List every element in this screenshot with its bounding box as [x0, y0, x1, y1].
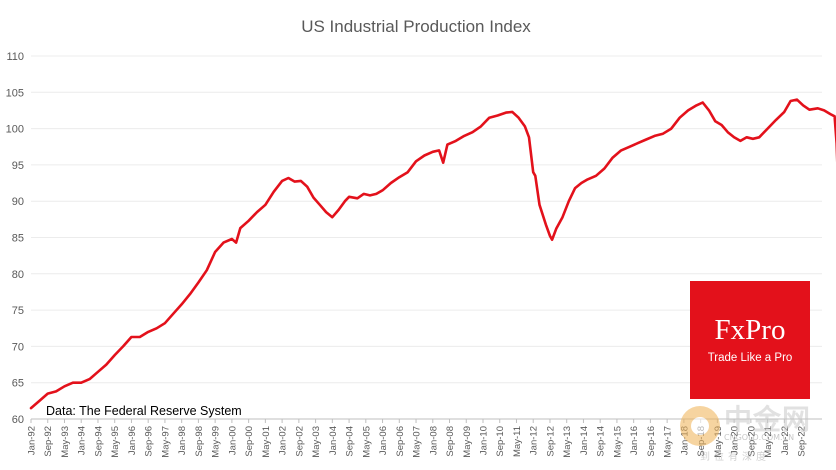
- x-tick-label: Sep-00: [244, 426, 255, 457]
- y-tick-label: 65: [12, 378, 24, 390]
- x-tick-label: May-03: [311, 426, 322, 458]
- y-tick-label: 90: [12, 196, 24, 208]
- y-tick-label: 60: [12, 414, 24, 426]
- y-tick-label: 80: [12, 269, 24, 281]
- fxpro-logo: FxPro Trade Like a Pro: [690, 281, 810, 399]
- x-tick-label: Jan-04: [328, 426, 339, 455]
- watermark-brand: 中金网: [724, 403, 812, 436]
- x-tick-label: Jan-06: [378, 426, 389, 455]
- x-tick-label: Jan-94: [77, 426, 88, 455]
- y-axis-tick-labels: 60 65 70 75 80 85 90 95 100 105 110: [6, 51, 24, 426]
- series-group: [29, 98, 836, 410]
- x-tick-label: May-13: [562, 426, 573, 458]
- x-tick-label: May-21: [763, 426, 774, 458]
- x-tick-label: Sep-08: [445, 426, 456, 457]
- x-tick-label: May-11: [512, 426, 523, 457]
- x-tick-label: Jan-02: [278, 426, 289, 455]
- x-tick-label: Jan-98: [177, 426, 188, 455]
- y-tick-label: 95: [12, 160, 24, 172]
- x-tick-label: Jan-22: [780, 426, 791, 455]
- x-tick-label: Sep-98: [194, 426, 205, 457]
- x-tick-label: Sep-10: [495, 426, 506, 457]
- x-tick-label: Jan-08: [428, 426, 439, 455]
- x-tick-label: Jan-96: [127, 426, 138, 455]
- x-tick-label: May-19: [713, 426, 724, 458]
- x-tick-label: Jan-12: [529, 426, 540, 455]
- x-tick-label: May-99: [211, 426, 222, 458]
- x-tick-label: May-95: [110, 426, 121, 458]
- x-tick-label: Jan-10: [479, 426, 490, 455]
- x-axis-tick-labels: Jan-92 Sep-92 May-93 Jan-94 Sep-94 May-95 Jan-…: [27, 419, 808, 458]
- x-tick-label: May-93: [60, 426, 71, 458]
- x-tick-label: Sep-20: [746, 426, 757, 457]
- x-tick-label: Jan-18: [679, 426, 690, 455]
- x-tick-label: May-05: [361, 426, 372, 458]
- x-tick-label: Jan-14: [579, 426, 590, 455]
- x-tick-label: Sep-02: [294, 426, 305, 457]
- x-tick-label: Sep-94: [93, 426, 104, 457]
- watermark-tagline: 到位有深度: [700, 452, 770, 463]
- y-tick-label: 75: [12, 305, 24, 317]
- source-note: Data: The Federal Reserve System: [46, 404, 242, 418]
- y-tick-label: 110: [6, 51, 24, 63]
- logo-slogan: Trade Like a Pro: [707, 352, 793, 364]
- x-tick-label: Jan-20: [730, 426, 741, 455]
- x-tick-label: May-17: [663, 426, 674, 458]
- chart-title: US Industrial Production Index: [301, 17, 531, 36]
- x-tick-label: Sep-96: [144, 426, 155, 457]
- x-tick-label: Sep-04: [345, 426, 356, 457]
- x-tick-label: Sep-22: [797, 426, 808, 457]
- y-tick-label: 85: [12, 233, 24, 245]
- watermark-url: CNGOLD.COM.CN: [724, 433, 795, 442]
- y-tick-label: 100: [6, 124, 24, 136]
- x-tick-label: May-15: [612, 426, 623, 458]
- watermark-coin-icon: [680, 406, 720, 446]
- x-tick-label: Jan-16: [629, 426, 640, 455]
- logo-brand: FxPro: [714, 314, 786, 346]
- watermark: 中金网 CNGOLD.COM.CN 到位有深度: [680, 398, 836, 470]
- x-tick-label: Sep-16: [646, 426, 657, 457]
- x-tick-label: Sep-12: [545, 426, 556, 457]
- x-tick-label: May-01: [261, 426, 272, 458]
- x-tick-label: Jan-92: [27, 426, 38, 455]
- x-tick-label: Sep-06: [395, 426, 406, 457]
- x-tick-label: Sep-92: [43, 426, 54, 457]
- series-line: [29, 98, 836, 410]
- x-tick-label: Sep-14: [596, 426, 607, 457]
- x-tick-label: May-97: [160, 426, 171, 458]
- x-tick-label: May-07: [412, 426, 423, 458]
- y-tick-label: 70: [12, 341, 24, 353]
- x-tick-label: May-09: [462, 426, 473, 458]
- y-tick-label: 105: [6, 87, 24, 99]
- x-tick-label: Jan-00: [227, 426, 238, 455]
